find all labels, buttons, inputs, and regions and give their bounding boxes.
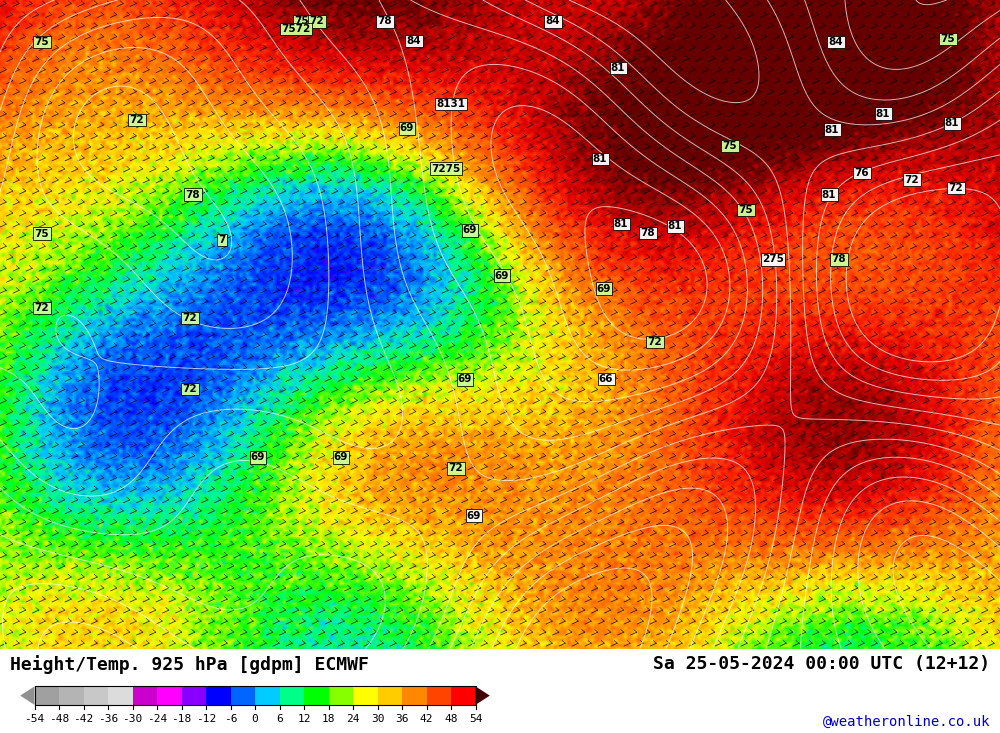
Text: 8131: 8131 (436, 99, 466, 108)
Text: 36: 36 (395, 714, 409, 724)
Text: 72: 72 (183, 313, 197, 323)
Text: 81: 81 (611, 63, 625, 73)
Bar (353, 686, 378, 705)
Text: 69: 69 (400, 123, 414, 133)
Bar (328, 686, 353, 705)
Text: 84: 84 (829, 37, 843, 47)
Bar (84, 686, 108, 705)
Text: -12: -12 (196, 714, 216, 724)
Text: 81: 81 (945, 118, 959, 128)
Text: 84: 84 (546, 16, 560, 26)
Text: 69: 69 (467, 511, 481, 520)
Bar (132, 686, 157, 705)
Bar (255, 686, 280, 705)
Text: -48: -48 (49, 714, 69, 724)
Text: @weatheronline.co.uk: @weatheronline.co.uk (822, 715, 990, 729)
Text: 69: 69 (463, 225, 477, 235)
Text: 72: 72 (905, 174, 919, 185)
Bar (402, 686, 426, 705)
Text: 69: 69 (251, 452, 265, 463)
Text: 81: 81 (614, 219, 628, 229)
Text: 76: 76 (855, 168, 869, 178)
Text: 72: 72 (949, 183, 963, 193)
Text: 66: 66 (599, 374, 613, 384)
Polygon shape (476, 686, 490, 705)
Text: 75: 75 (723, 141, 737, 151)
Text: 275: 275 (762, 254, 784, 265)
Bar (378, 686, 402, 705)
Text: 30: 30 (371, 714, 384, 724)
Bar (35, 686, 476, 705)
Text: 75: 75 (35, 37, 49, 47)
Text: 72: 72 (183, 384, 197, 394)
Text: 81: 81 (668, 221, 682, 232)
Text: -18: -18 (171, 714, 192, 724)
Bar (280, 686, 304, 705)
Text: 69: 69 (495, 270, 509, 281)
Bar (304, 686, 328, 705)
Bar (206, 686, 230, 705)
Bar (230, 686, 255, 705)
Text: 72: 72 (130, 115, 144, 125)
Text: 81: 81 (593, 154, 607, 164)
Text: 6: 6 (276, 714, 283, 724)
Text: 81: 81 (825, 125, 839, 135)
Text: -24: -24 (147, 714, 167, 724)
Text: Sa 25-05-2024 00:00 UTC (12+12): Sa 25-05-2024 00:00 UTC (12+12) (653, 655, 990, 674)
Text: 0: 0 (252, 714, 258, 724)
Text: 7275: 7275 (431, 163, 461, 174)
Text: -6: -6 (224, 714, 237, 724)
Text: 75: 75 (295, 16, 309, 26)
Polygon shape (20, 686, 35, 705)
Text: -54: -54 (24, 714, 45, 724)
Bar (59, 686, 84, 705)
Text: 78: 78 (641, 228, 655, 238)
Text: 48: 48 (444, 714, 458, 724)
Text: 75: 75 (941, 34, 955, 44)
Text: 69: 69 (458, 375, 472, 385)
Bar (108, 686, 132, 705)
Text: -30: -30 (122, 714, 143, 724)
Text: 72: 72 (35, 303, 49, 313)
Bar (157, 686, 182, 705)
Text: 84: 84 (407, 36, 421, 46)
Text: 78: 78 (832, 254, 846, 265)
Text: 42: 42 (420, 714, 433, 724)
Text: 75: 75 (35, 229, 49, 238)
Text: Height/Temp. 925 hPa [gdpm] ECMWF: Height/Temp. 925 hPa [gdpm] ECMWF (10, 655, 369, 674)
Text: 7: 7 (218, 235, 226, 245)
Text: 78: 78 (186, 190, 200, 199)
Text: 7572: 7572 (281, 24, 311, 34)
Bar (451, 686, 476, 705)
Text: 24: 24 (346, 714, 360, 724)
Text: 81: 81 (822, 190, 836, 199)
Text: 72: 72 (648, 337, 662, 347)
Text: 81: 81 (876, 108, 890, 119)
Bar (426, 686, 451, 705)
Text: -42: -42 (73, 714, 94, 724)
Text: 69: 69 (597, 284, 611, 294)
Text: 75: 75 (739, 205, 753, 216)
Bar (35, 686, 59, 705)
Text: 12: 12 (297, 714, 311, 724)
Text: 78: 78 (378, 16, 392, 26)
Text: 72: 72 (310, 16, 324, 26)
Text: 54: 54 (469, 714, 482, 724)
Text: 18: 18 (322, 714, 335, 724)
Bar (182, 686, 206, 705)
Text: -36: -36 (98, 714, 118, 724)
Text: 69: 69 (334, 452, 348, 463)
Text: 72: 72 (449, 463, 463, 474)
